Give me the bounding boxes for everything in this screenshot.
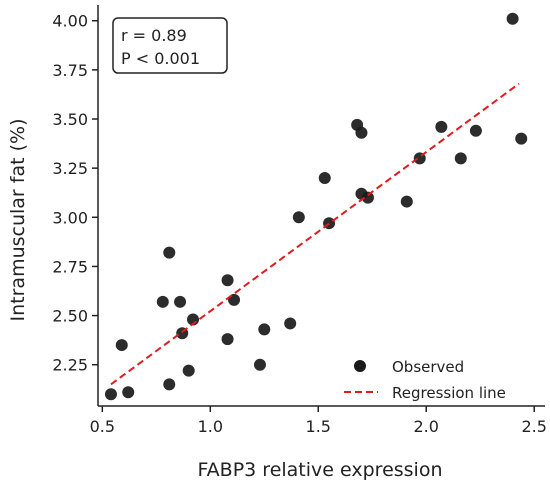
legend-regression-label: Regression line xyxy=(392,384,506,402)
y-axis-label: Intramuscular fat (%) xyxy=(7,119,29,322)
data-point xyxy=(122,386,135,399)
data-point xyxy=(435,120,448,133)
y-tick-label: 3.75 xyxy=(52,61,88,80)
data-point xyxy=(355,126,368,139)
axes xyxy=(97,5,545,407)
legend-observed-marker xyxy=(354,360,366,372)
data-point xyxy=(400,195,413,208)
stats-r-value: r = 0.89 xyxy=(121,26,187,45)
x-ticks: 0.5 1.0 1.5 2.0 2.5 xyxy=(90,406,547,436)
data-point xyxy=(506,12,519,25)
data-point xyxy=(115,339,128,352)
y-tick-label: 3.00 xyxy=(52,208,88,227)
stats-p-value: P < 0.001 xyxy=(121,49,200,68)
y-tick-label: 3.50 xyxy=(52,110,88,129)
stats-box-frame xyxy=(112,17,228,74)
x-tick-label: 2.0 xyxy=(414,417,439,436)
y-ticks: 2.25 2.50 2.75 3.00 3.25 3.50 3.75 4.00 xyxy=(52,12,98,375)
data-point xyxy=(454,152,467,165)
data-point xyxy=(163,246,176,259)
data-point xyxy=(515,132,528,145)
legend-observed-label: Observed xyxy=(392,358,464,376)
y-tick-label: 3.25 xyxy=(52,159,88,178)
y-tick-label: 2.50 xyxy=(52,307,88,326)
data-point xyxy=(318,171,331,184)
x-tick-label: 1.0 xyxy=(198,417,223,436)
legend: Observed Regression line xyxy=(344,358,506,402)
data-point xyxy=(221,274,234,287)
data-point xyxy=(469,124,482,137)
y-tick-label: 2.75 xyxy=(52,257,88,276)
x-tick-label: 1.5 xyxy=(306,417,331,436)
data-point xyxy=(163,378,176,391)
data-point xyxy=(182,364,195,377)
y-tick-label: 2.25 xyxy=(52,356,88,375)
data-point xyxy=(174,295,187,308)
x-tick-label: 0.5 xyxy=(90,417,115,436)
data-point xyxy=(292,211,305,224)
data-point xyxy=(361,191,374,204)
data-point xyxy=(258,323,271,336)
regression-line xyxy=(110,82,520,386)
x-axis-label: FABP3 relative expression xyxy=(198,459,443,481)
y-tick-label: 4.00 xyxy=(52,12,88,31)
x-tick-label: 2.5 xyxy=(521,417,546,436)
data-point xyxy=(156,295,169,308)
data-point xyxy=(253,358,266,371)
stats-box: r = 0.89 P < 0.001 xyxy=(112,17,228,74)
data-point xyxy=(284,317,297,330)
data-point xyxy=(221,333,234,346)
data-point xyxy=(104,388,117,401)
